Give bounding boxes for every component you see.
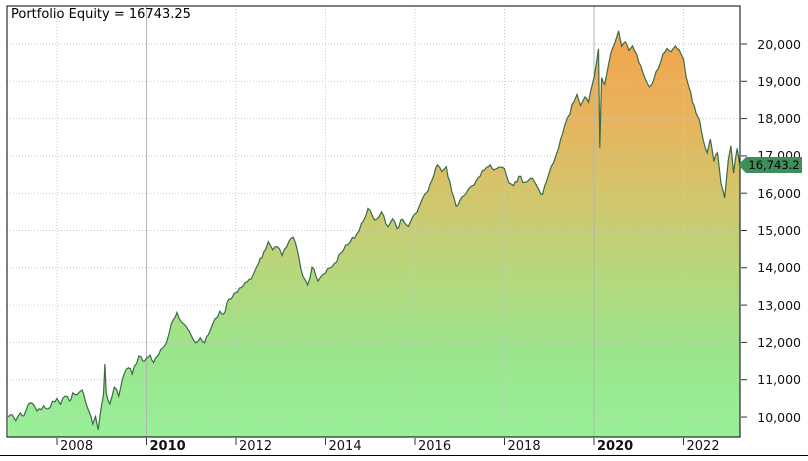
bottom-border-line	[0, 455, 808, 456]
y-axis-label: 10,000	[757, 409, 801, 425]
y-axis-label: 11,000	[757, 372, 801, 388]
chart-title: Portfolio Equity = 16743.25	[11, 7, 191, 22]
plot-border	[6, 5, 741, 438]
y-axis-label: 13,000	[757, 297, 801, 313]
x-axis-label: 2014	[328, 439, 362, 454]
y-axis-label: 12,000	[757, 334, 801, 350]
y-axis-label: 15,000	[757, 223, 801, 238]
current-value-text: 16,743.2	[746, 157, 802, 174]
x-axis-label: 2012	[239, 439, 273, 454]
x-axis-label: 2022	[686, 439, 720, 454]
y-axis-label: 18,000	[757, 111, 801, 127]
y-axis-label: 19,000	[757, 73, 801, 89]
y-axis-label: 16,000	[757, 185, 801, 201]
x-axis-label: 2010	[149, 439, 186, 454]
current-value-badge: 16,743.2	[738, 157, 802, 174]
x-axis-label: 2016	[418, 439, 452, 454]
x-axis-label: 2018	[507, 439, 541, 454]
y-axis-label: 20,000	[757, 36, 801, 52]
equity-area-fill	[8, 30, 740, 437]
x-axis-label: 2008	[60, 439, 94, 454]
x-axis-label: 2020	[597, 439, 634, 454]
badge-arrow-icon	[738, 157, 746, 174]
y-axis-label: 14,000	[757, 260, 801, 276]
equity-line	[7, 30, 741, 430]
